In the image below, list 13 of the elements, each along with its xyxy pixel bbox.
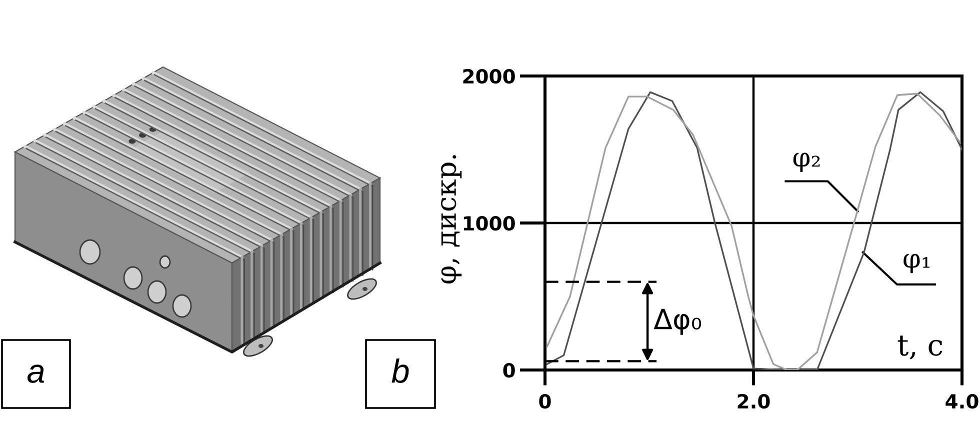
x-tick-label: 2.0 <box>738 394 770 409</box>
text: b <box>392 358 409 383</box>
annotation: Δφ₀ <box>654 308 702 335</box>
x-tick-label: 4.0 <box>946 394 978 409</box>
y-axis-title: φ, дискр. <box>441 155 462 284</box>
x-axis-title: t, с <box>898 336 942 360</box>
x-tick-label: 0 <box>539 394 551 409</box>
annotation: φ₂ <box>793 152 820 172</box>
y-tick-label: 1000 <box>464 216 515 231</box>
annotation: φ₁ <box>904 254 930 274</box>
text: a <box>27 364 44 383</box>
y-tick-label: 2000 <box>463 68 515 84</box>
y-tick-label: 0 <box>503 362 515 378</box>
